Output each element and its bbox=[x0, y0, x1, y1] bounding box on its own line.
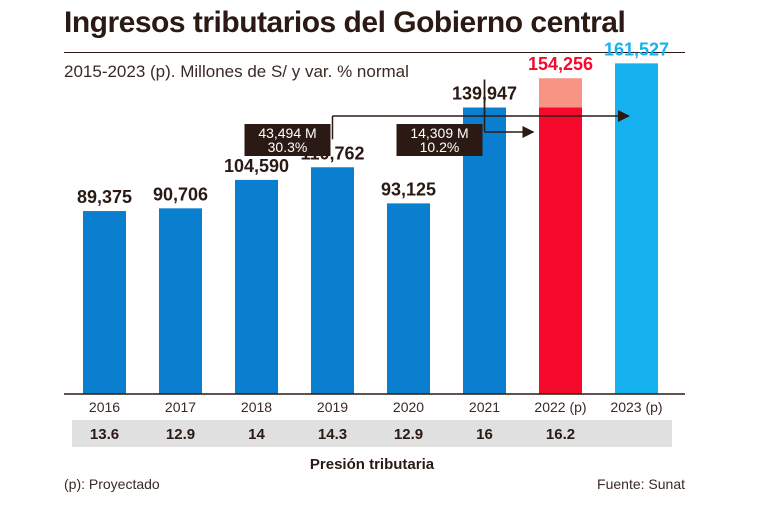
pressure-value: 13.6 bbox=[90, 426, 119, 443]
annotation-percent: 30.3% bbox=[268, 139, 308, 155]
chart-subtitle: 2015-2023 (p). Millones de S/ y var. % n… bbox=[64, 62, 409, 81]
x-tick-label: 2023 (p) bbox=[610, 399, 662, 415]
annotation-amount: 43,494 M bbox=[258, 125, 316, 141]
annotation-box bbox=[396, 124, 483, 156]
value-label: 89,375 bbox=[77, 187, 132, 207]
pressure-value: 12.9 bbox=[166, 426, 195, 443]
bar-2023p bbox=[615, 63, 658, 395]
x-tick-label: 2017 bbox=[165, 399, 196, 415]
value-label: 154,256 bbox=[528, 54, 593, 74]
pressure-band bbox=[72, 420, 672, 447]
bar-2022p bbox=[539, 107, 582, 394]
bar-2019 bbox=[311, 167, 354, 394]
value-label: 90,706 bbox=[153, 184, 208, 204]
pressure-value: 16 bbox=[476, 426, 493, 443]
value-label: 104,590 bbox=[224, 156, 289, 176]
bar-2018 bbox=[235, 179, 278, 394]
annotation-box bbox=[244, 124, 331, 156]
x-tick-label: 2019 bbox=[317, 399, 348, 415]
pressure-title: Presión tributaria bbox=[310, 456, 435, 473]
footnote: (p): Proyectado bbox=[64, 476, 160, 492]
bar-2020 bbox=[387, 203, 430, 394]
title-divider bbox=[64, 52, 685, 53]
bar-segment-increase-2022p bbox=[539, 78, 582, 108]
annotation-amount: 14,309 M bbox=[410, 125, 468, 141]
pressure-value: 14 bbox=[248, 426, 265, 443]
pressure-value: 16.2 bbox=[546, 426, 575, 443]
source-note: Fuente: Sunat bbox=[597, 476, 685, 492]
bar-2016 bbox=[83, 211, 126, 394]
bar-2017 bbox=[159, 208, 202, 394]
value-label: 93,125 bbox=[381, 179, 436, 199]
pressure-value: 12.9 bbox=[394, 426, 423, 443]
pressure-value: 14.3 bbox=[318, 426, 347, 443]
value-label: 161,527 bbox=[604, 39, 669, 59]
x-tick-label: 2021 bbox=[469, 399, 500, 415]
chart-title: Ingresos tributarios del Gobierno centra… bbox=[64, 6, 626, 39]
x-tick-label: 2016 bbox=[89, 399, 120, 415]
x-tick-label: 2022 (p) bbox=[534, 399, 586, 415]
x-tick-label: 2020 bbox=[393, 399, 424, 415]
annotation-percent: 10.2% bbox=[420, 139, 460, 155]
x-tick-label: 2018 bbox=[241, 399, 272, 415]
